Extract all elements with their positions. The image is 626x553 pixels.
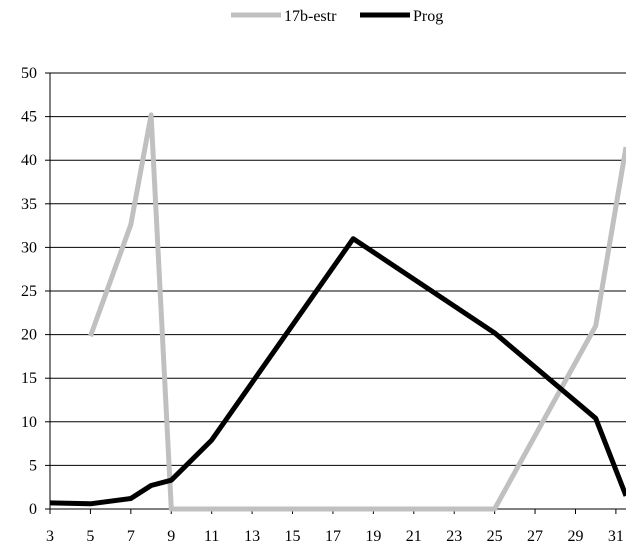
legend-label-prog: Prog (413, 8, 443, 25)
x-tick-label-27: 27 (527, 528, 543, 545)
y-tick-label-0: 0 (29, 501, 37, 518)
x-tick-label-9: 9 (167, 528, 175, 545)
x-tick-label-11: 11 (204, 528, 219, 545)
x-tick-label-29: 29 (567, 528, 583, 545)
series-line-prog (49, 236, 626, 507)
y-tick-label-40: 40 (21, 152, 37, 169)
series-layer (49, 112, 626, 512)
y-tick-label-50: 50 (21, 65, 37, 82)
x-tick-label-17: 17 (325, 528, 341, 545)
x-tick-label-25: 25 (487, 528, 503, 545)
y-tick-label-10: 10 (21, 414, 37, 431)
x-tick-label-3: 3 (46, 528, 54, 545)
x-tick-label-19: 19 (365, 528, 381, 545)
x-tick-label-23: 23 (446, 528, 462, 545)
y-tick-label-5: 5 (29, 457, 37, 474)
legend: 17b-estr Prog (231, 8, 443, 25)
x-tick-label-21: 21 (406, 528, 422, 545)
x-tick-labels: 3 5 7 9 11 13 15 17 19 21 23 25 27 29 31 (46, 528, 624, 545)
legend-label-17b-estr: 17b-estr (284, 8, 337, 25)
y-tick-label-20: 20 (21, 327, 37, 344)
y-tick-label-15: 15 (21, 370, 37, 387)
x-tick-label-13: 13 (244, 528, 260, 545)
y-tick-labels: 0 5 10 15 20 25 30 35 40 45 50 (21, 65, 37, 518)
y-tick-label-25: 25 (21, 283, 37, 300)
y-tick-label-30: 30 (21, 239, 37, 256)
y-tick-label-45: 45 (21, 109, 37, 126)
axes (45, 72, 626, 514)
x-tick-label-31: 31 (608, 528, 624, 545)
x-tick-label-5: 5 (86, 528, 94, 545)
series-line-17b-estr (88, 112, 626, 512)
gridlines (50, 72, 626, 466)
x-tick-label-7: 7 (127, 528, 135, 545)
x-tick-label-15: 15 (285, 528, 301, 545)
y-tick-label-35: 35 (21, 196, 37, 213)
